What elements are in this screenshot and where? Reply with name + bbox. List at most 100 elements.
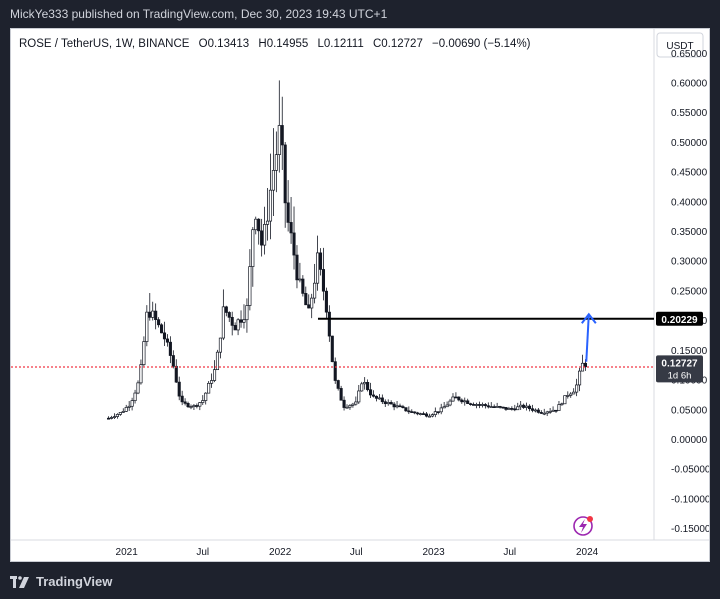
price-chart[interactable]: ROSE / TetherUS, 1W, BINANCE O0.13413 H0…	[11, 29, 711, 561]
candle-body	[242, 319, 246, 323]
lightning-icon[interactable]	[573, 516, 593, 536]
price-label: 0.20229	[661, 315, 698, 326]
candle-body	[389, 402, 393, 405]
candle-body	[277, 125, 281, 155]
candle-body	[260, 230, 264, 246]
candle-body	[330, 335, 334, 363]
footer: TradingView	[0, 566, 720, 599]
candle-body	[519, 404, 523, 408]
y-tick-label: 0.50000	[671, 138, 708, 149]
candle-body	[168, 341, 172, 356]
candle-body	[401, 406, 405, 408]
candle-body	[413, 411, 417, 414]
candle-body	[357, 390, 361, 403]
candle-body	[245, 305, 249, 321]
candle-body	[466, 400, 470, 404]
candle-body	[419, 413, 423, 415]
candle-body	[230, 316, 234, 326]
candle-body	[583, 362, 588, 368]
candle-body	[563, 395, 567, 405]
candle-body	[486, 405, 490, 408]
candle-body	[395, 405, 399, 408]
y-tick-label: 0.05000	[671, 405, 708, 416]
candle-body	[424, 413, 429, 417]
candle-body	[127, 405, 131, 408]
candle-body	[474, 404, 479, 406]
y-tick-label: 0.60000	[671, 78, 708, 89]
y-tick-label: -0.15000	[671, 524, 709, 535]
candle-body	[298, 278, 302, 281]
candle-body	[186, 403, 190, 408]
change-value: −0.00690 (−5.14%)	[432, 38, 531, 50]
y-tick-label: 0.30000	[671, 257, 708, 268]
candle-body	[142, 341, 146, 365]
y-tick-label: -0.05000	[671, 465, 709, 476]
candle-body	[295, 254, 299, 281]
candle-body	[192, 405, 196, 408]
x-tick-label: Jul	[503, 547, 516, 558]
candle-body	[398, 405, 402, 408]
candle-body	[551, 409, 555, 412]
y-tick-label: 0.45000	[671, 168, 708, 179]
y-tick-label: 0.35000	[671, 227, 708, 238]
candle-body	[536, 409, 540, 413]
high-label: H	[258, 38, 266, 50]
candle-body	[154, 310, 158, 320]
last-price-box	[656, 355, 703, 383]
candle-body	[354, 401, 358, 405]
candle-body	[268, 189, 273, 222]
candle-body	[366, 381, 370, 391]
candle-body	[327, 311, 331, 337]
x-tick-label: 2023	[423, 547, 446, 558]
tradingview-logo[interactable]: TradingView	[10, 574, 112, 589]
candle-body	[525, 405, 529, 408]
y-tick-label: 0.40000	[671, 197, 708, 208]
candle-body	[377, 397, 381, 400]
candle-body	[489, 406, 493, 408]
candle-body	[130, 400, 134, 407]
candle-body	[545, 411, 549, 414]
candle-body	[369, 389, 373, 396]
candle-body	[145, 311, 149, 342]
candle-body	[363, 381, 367, 385]
candle-body	[195, 405, 199, 407]
candle-body	[151, 310, 155, 318]
candle-body	[336, 380, 340, 389]
close-label: C	[373, 38, 381, 50]
candle-body	[292, 232, 296, 256]
currency-button[interactable]: USDT	[656, 32, 704, 58]
candle-body	[321, 269, 326, 292]
candle-body	[339, 388, 343, 401]
candle-body	[427, 415, 431, 418]
candle-body	[301, 278, 305, 294]
candle-body	[207, 382, 211, 394]
projection-arrow[interactable]	[585, 314, 590, 362]
candle-body	[189, 406, 193, 409]
candle-body	[439, 407, 443, 413]
x-tick-label: 2021	[116, 547, 139, 558]
candle-body	[148, 311, 152, 318]
candle-body	[560, 403, 564, 406]
candle-body	[204, 392, 208, 401]
candle-body	[371, 394, 376, 397]
candle-body	[457, 396, 461, 401]
candle-body	[566, 395, 570, 397]
candle-body	[224, 306, 228, 313]
candle-body	[274, 154, 278, 171]
candle-body	[392, 403, 396, 408]
candle-body	[118, 412, 122, 415]
candle-body	[257, 218, 261, 232]
price-label-box	[656, 311, 703, 326]
x-tick-label: 2024	[576, 547, 599, 558]
candle-body	[548, 411, 552, 413]
high-value: 0.14955	[267, 38, 309, 50]
candle-body	[177, 381, 181, 397]
candle-body	[527, 405, 532, 410]
candle-body	[251, 229, 255, 267]
candle-body	[557, 404, 561, 411]
low-label: L	[317, 38, 324, 50]
candle-body	[139, 364, 143, 384]
candle-body	[221, 306, 225, 339]
chart-frame: ROSE / TetherUS, 1W, BINANCE O0.13413 H0…	[10, 28, 711, 562]
candle-body	[112, 416, 117, 418]
